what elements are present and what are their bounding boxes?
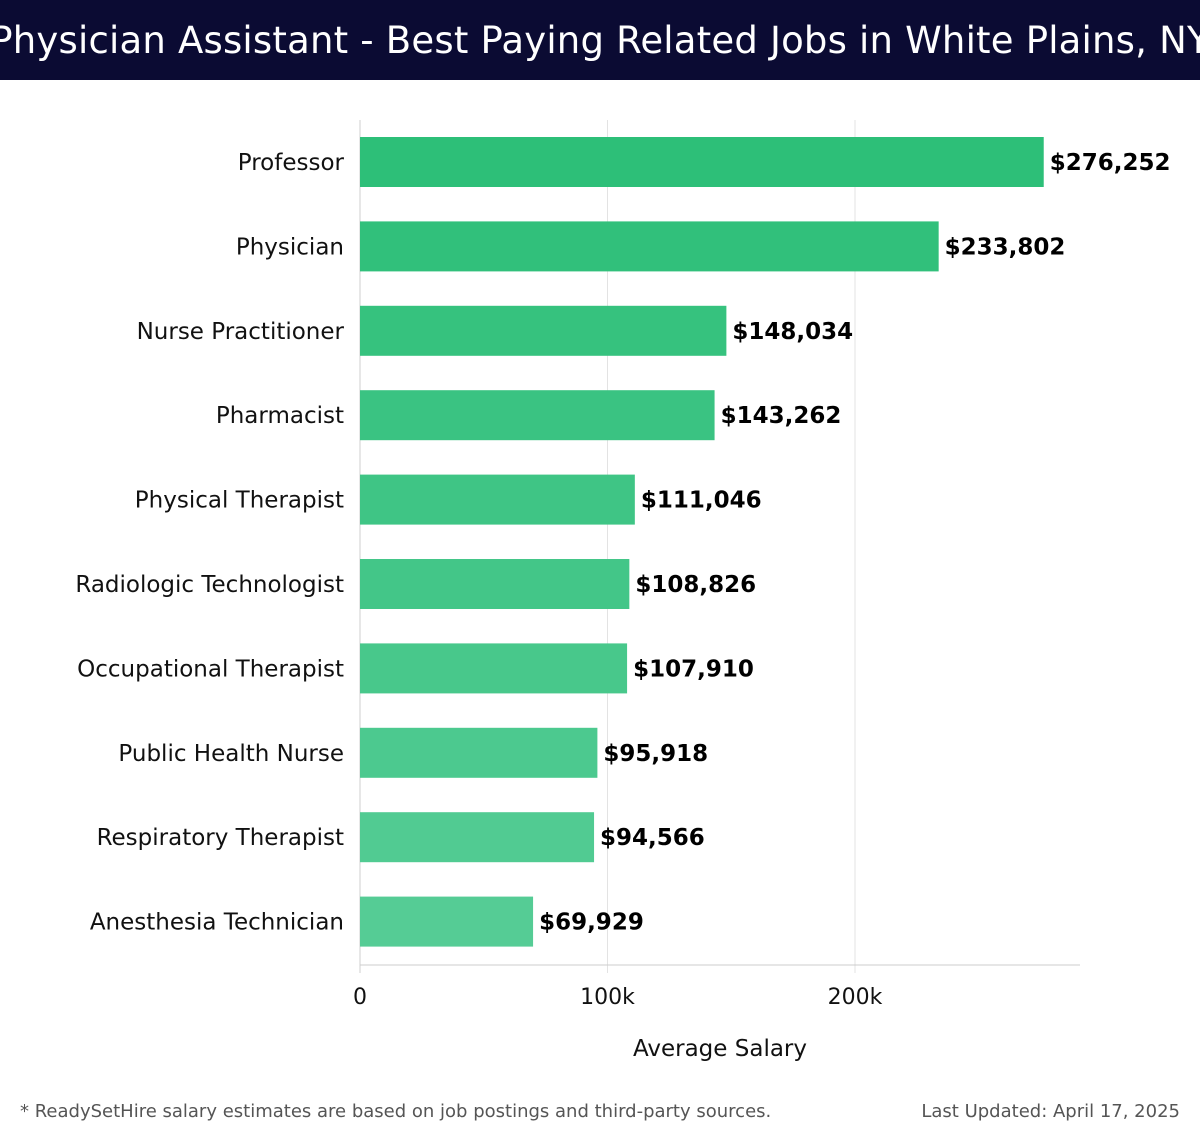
value-label-1: $276,252	[1050, 150, 1171, 176]
footnote: * ReadySetHire salary estimates are base…	[20, 1101, 772, 1122]
salary-bar-chart: Professor $276,252 Physician $233,802 Nurse …	[75, 120, 1170, 1062]
category-label-9: Respiratory Therapist	[97, 825, 344, 851]
x-tick-label-2: 200k	[828, 985, 883, 1010]
bar-5	[360, 474, 635, 525]
value-label-6: $108,826	[635, 572, 756, 598]
category-label-1: Professor	[238, 150, 345, 176]
category-label-5: Physical Therapist	[135, 488, 344, 514]
category-label-7: Occupational Therapist	[77, 656, 344, 682]
x-tick-label-0: 0	[353, 985, 367, 1010]
bar-3	[360, 305, 727, 356]
category-label-2: Physician	[236, 234, 344, 260]
value-label-9: $94,566	[600, 825, 705, 851]
value-label-4: $143,262	[721, 403, 842, 429]
bar-1	[360, 137, 1044, 187]
x-axis-title: Average Salary	[633, 1036, 807, 1062]
category-label-8: Public Health Nurse	[118, 741, 344, 767]
value-label-2: $233,802	[945, 234, 1066, 260]
bar-10	[360, 896, 534, 947]
value-label-7: $107,910	[633, 656, 754, 682]
value-label-5: $111,046	[641, 488, 762, 514]
bar-4	[360, 390, 715, 441]
value-label-8: $95,918	[603, 741, 708, 767]
bar-6	[360, 559, 630, 609]
last-updated: Last Updated: April 17, 2025	[921, 1101, 1180, 1122]
value-label-3: $148,034	[732, 319, 853, 345]
value-label-10: $69,929	[539, 910, 644, 936]
x-axis: 0 100k 200k	[353, 964, 1080, 1010]
bars	[360, 137, 1044, 947]
labels: Professor $276,252 Physician $233,802 Nurse …	[75, 150, 1170, 936]
category-label-6: Radiologic Technologist	[75, 572, 344, 598]
category-label-10: Anesthesia Technician	[90, 910, 344, 936]
page-title: Physician Assistant - Best Paying Relate…	[0, 18, 1200, 62]
bar-7	[360, 643, 628, 694]
x-tick-label-1: 100k	[580, 985, 635, 1010]
bar-8	[360, 727, 598, 778]
bar-2	[360, 221, 939, 272]
category-label-3: Nurse Practitioner	[137, 319, 345, 345]
header-bar: Physician Assistant - Best Paying Relate…	[0, 0, 1200, 80]
category-label-4: Pharmacist	[216, 403, 344, 429]
bar-9	[360, 812, 595, 863]
